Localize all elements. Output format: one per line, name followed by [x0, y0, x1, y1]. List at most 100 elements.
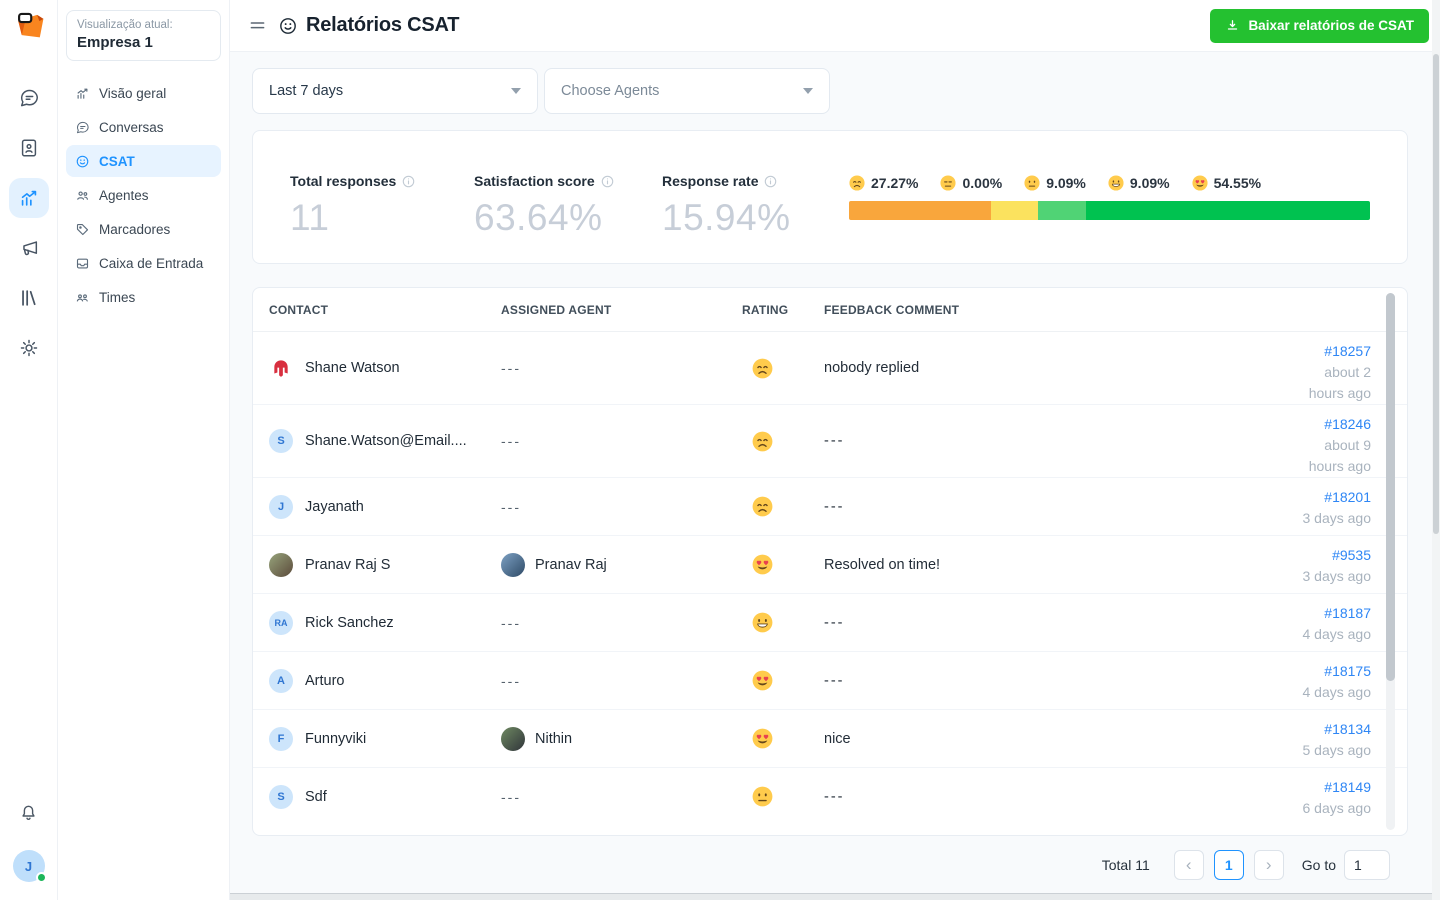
previous-page-button[interactable]: ‹	[1173, 849, 1204, 880]
conversation-link[interactable]: #18187	[1324, 605, 1371, 621]
metric-total-responses: Total responses 11	[290, 173, 474, 239]
download-csat-reports-button[interactable]: Baixar relatórios de CSAT	[1210, 8, 1429, 43]
legend-item: .st{stroke:#65471B;stroke-width:2.4;fill…	[1192, 175, 1261, 191]
download-button-label: Baixar relatórios de CSAT	[1248, 18, 1414, 33]
rail-conversations-icon[interactable]	[9, 78, 49, 118]
avatar: J	[269, 494, 293, 519]
rail-nav	[8, 78, 49, 368]
conversation-age: 4 days ago	[1302, 684, 1372, 700]
agent-cell: ---	[501, 499, 742, 515]
rating-distribution: .st{stroke:#65471B;stroke-width:2.4;fill…	[849, 173, 1370, 220]
rail-contacts-icon[interactable]	[9, 128, 49, 168]
agent-name: Pranav Raj	[535, 556, 607, 573]
table-scrollbar-thumb[interactable]	[1386, 293, 1395, 681]
sidebar-item-conversas[interactable]: Conversas	[66, 111, 221, 143]
table-row: SShane.Watson@Email....---.st{stroke:#65…	[253, 404, 1407, 477]
agent-name: ---	[501, 433, 521, 449]
conversation-link[interactable]: #18134	[1324, 721, 1371, 737]
avatar: S	[269, 784, 293, 809]
sidebar-item-marcadores[interactable]: Marcadores	[66, 213, 221, 245]
conversation-age: 4 days ago	[1302, 626, 1372, 642]
conversation-link[interactable]: #18257	[1324, 343, 1371, 359]
user-avatar[interactable]: J	[12, 850, 47, 883]
workspace-switcher[interactable]: Visualização atual: Empresa 1	[66, 10, 221, 61]
online-status-dot	[35, 872, 47, 883]
sidebar-item-csat[interactable]: CSAT	[66, 145, 221, 177]
sidebar-item-caixa-de-entrada[interactable]: Caixa de Entrada	[66, 247, 221, 279]
legend-item: .st{stroke:#65471B;stroke-width:2.4;fill…	[1024, 175, 1086, 191]
contact-cell: S Sdf	[269, 784, 501, 809]
conversation-link[interactable]: #9535	[1332, 547, 1371, 563]
user-avatar-letter: J	[24, 858, 33, 874]
agent-cell: ---	[501, 615, 742, 631]
chatwoot-logo-icon[interactable]	[10, 8, 48, 46]
chevron-right-icon: ›	[1265, 854, 1272, 874]
metric-value: 11	[290, 197, 330, 238]
feedback-comment: ---	[824, 498, 845, 515]
metric-satisfaction-score: Satisfaction score 63.64%	[474, 173, 662, 239]
contact-cell: J Jayanath	[269, 494, 501, 519]
feedback-comment: nobody replied	[824, 360, 920, 376]
table-body: Shane Watson---.st{stroke:#65471B;stroke…	[253, 332, 1407, 825]
rail-help-center-icon[interactable]	[9, 278, 49, 318]
conversation-link[interactable]: #18201	[1324, 489, 1371, 505]
contact-name: Jayanath	[305, 498, 364, 515]
teams-icon	[75, 290, 90, 305]
legend-percentage: 9.09%	[1046, 175, 1086, 191]
metric-label: Response rate	[662, 173, 759, 189]
agent-cell: Nithin	[501, 726, 742, 751]
conversation-meta: #9535 3 days ago	[1287, 536, 1372, 593]
table-scrollbar-track	[1386, 293, 1395, 830]
avatar: F	[269, 726, 293, 751]
conversation-age: 3 days ago	[1302, 568, 1372, 584]
hamburger-menu-icon[interactable]	[244, 13, 270, 39]
current-page-button[interactable]: 1	[1213, 849, 1244, 880]
neutral-emoji: .st{stroke:#65471B;stroke-width:2.4;fill…	[1024, 175, 1040, 191]
next-page-button[interactable]: ›	[1253, 849, 1284, 880]
legend-percentage: 54.55%	[1213, 175, 1262, 191]
contact-cell: Pranav Raj S	[269, 552, 501, 577]
feedback-comment: Resolved on time!	[824, 556, 941, 573]
pagination-footer: Total 11 ‹ 1 › Go to	[230, 836, 1440, 893]
rail-reports-icon[interactable]	[8, 178, 49, 218]
info-icon[interactable]	[764, 175, 777, 188]
avatar	[269, 552, 293, 577]
rail-campaigns-icon[interactable]	[9, 228, 49, 268]
heart-eyes-emoji: .st{stroke:#65471B;stroke-width:2.4;fill…	[742, 554, 824, 575]
sidebar-item-agentes[interactable]: Agentes	[66, 179, 221, 211]
conversation-link[interactable]: #18246	[1324, 416, 1371, 432]
window-scrollbar-track	[1432, 0, 1440, 900]
date-range-select[interactable]: Last 7 days	[252, 68, 538, 114]
column-header-rating: RATING	[742, 302, 789, 317]
agents-select[interactable]: Choose Agents	[544, 68, 830, 114]
sidebar-item-label: Marcadores	[99, 221, 171, 237]
metric-value: 15.94%	[662, 197, 791, 238]
agent-cell: Pranav Raj	[501, 552, 742, 577]
rail-settings-icon[interactable]	[9, 328, 49, 368]
sidebar-item-times[interactable]: Times	[66, 281, 221, 313]
heart-eyes-emoji: .st{stroke:#65471B;stroke-width:2.4;fill…	[742, 670, 824, 691]
info-icon[interactable]	[402, 175, 415, 188]
bell-icon[interactable]	[9, 792, 49, 832]
conversation-link[interactable]: #18149	[1324, 779, 1371, 795]
rail-bottom: J	[9, 792, 49, 883]
goto-page-input[interactable]	[1344, 849, 1390, 880]
agent-cell: ---	[501, 433, 742, 449]
contact-cell: RA Rick Sanchez	[269, 610, 501, 635]
metric-value: 63.64%	[474, 197, 603, 238]
conversation-age: 5 days ago	[1302, 742, 1372, 758]
conversation-meta: #18175 4 days ago	[1287, 652, 1372, 709]
sidebar-item-visão-geral[interactable]: Visão geral	[66, 77, 221, 109]
agents-placeholder: Choose Agents	[561, 83, 660, 99]
conversation-link[interactable]: #18175	[1324, 663, 1371, 679]
legend-item: .st{stroke:#65471B;stroke-width:2.4;fill…	[1108, 175, 1170, 191]
metric-label: Satisfaction score	[474, 173, 595, 189]
contact-name: Arturo	[305, 672, 345, 689]
horizontal-scrollbar[interactable]	[230, 893, 1440, 900]
table-row: Shane Watson --- .st{stroke:#65471B;stroke…	[253, 332, 1407, 404]
info-icon[interactable]	[601, 175, 614, 188]
table-row: JJayanath---.st{stroke:#65471B;stroke-wi…	[253, 477, 1407, 535]
contact-name: Rick Sanchez	[305, 614, 394, 631]
window-scrollbar-thumb[interactable]	[1433, 54, 1439, 534]
